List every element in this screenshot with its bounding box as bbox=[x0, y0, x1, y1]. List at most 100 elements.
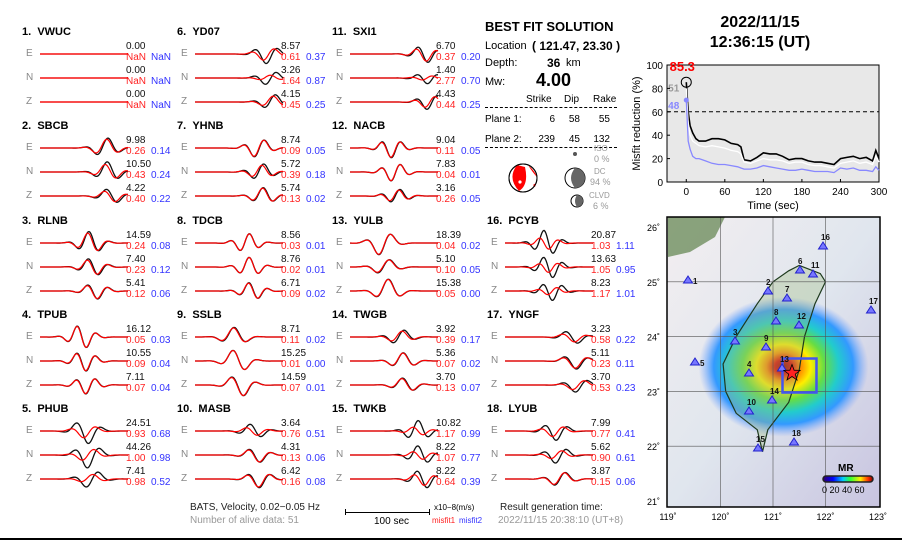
misfit2-value: 0.00 bbox=[461, 288, 481, 300]
blue-count-label: 48 bbox=[668, 101, 680, 112]
station-map-label: 4 bbox=[747, 360, 752, 369]
location-value: ( 121.47, 23.30 ) bbox=[532, 39, 621, 53]
station-title: 1. VWUC bbox=[22, 26, 71, 38]
misfit1-value: 0.12 bbox=[126, 288, 146, 300]
synthetic-waveform bbox=[349, 258, 438, 273]
plane1-label: Plane 1: bbox=[485, 114, 522, 125]
y-tick-label: 20 bbox=[652, 155, 664, 166]
y-axis-label: Misfit reduction (%) bbox=[631, 76, 643, 170]
component-label: Z bbox=[181, 190, 188, 202]
synthetic-waveform bbox=[350, 141, 438, 159]
misfit1-value: 0.15 bbox=[591, 477, 611, 489]
map-frame bbox=[666, 216, 881, 508]
max-marker bbox=[680, 76, 692, 88]
waveform-trace bbox=[505, 229, 593, 254]
iso-value: 0 % bbox=[594, 154, 610, 164]
station-triangle-icon bbox=[781, 293, 793, 302]
misfit1-value: 0.05 bbox=[126, 334, 146, 346]
station-title: 11. SXI1 bbox=[332, 26, 377, 38]
station-number: 5. bbox=[22, 403, 32, 416]
longitude-label: 119˚ bbox=[659, 512, 676, 522]
misfit1-value: 1.64 bbox=[281, 76, 301, 87]
waveform-trace bbox=[350, 74, 439, 85]
synthetic-waveform bbox=[350, 474, 439, 487]
mw-value: 4.00 bbox=[536, 70, 572, 90]
station-triangle-icon bbox=[760, 342, 772, 351]
station-triangle-icon bbox=[752, 443, 764, 452]
station-title: 17. YNGF bbox=[487, 309, 539, 321]
station-name: TDCB bbox=[192, 214, 223, 227]
peak-amplitude: 3.64 bbox=[281, 418, 301, 430]
observed-waveform bbox=[195, 474, 284, 489]
solution-title: BEST FIT SOLUTION bbox=[485, 19, 614, 34]
station-triangle-icon bbox=[762, 286, 774, 295]
station-map-label: 11 bbox=[811, 261, 820, 270]
waveform-trace bbox=[350, 95, 439, 111]
misfit1-value: 0.98 bbox=[126, 477, 146, 489]
station-triangle-icon bbox=[776, 363, 788, 372]
synthetic-waveform bbox=[40, 353, 128, 372]
misfit2-value: 0.41 bbox=[616, 429, 636, 441]
misfit1-value: 0.13 bbox=[281, 453, 301, 465]
peak-amplitude: 16.12 bbox=[126, 323, 152, 335]
dc-ball-icon bbox=[564, 167, 586, 189]
misfit1-value: 2.77 bbox=[436, 76, 456, 87]
misfit1-value: 0.09 bbox=[126, 358, 146, 370]
observed-waveform bbox=[350, 445, 438, 463]
dc-value: 94 % bbox=[590, 177, 611, 187]
station-name: LYUB bbox=[508, 403, 538, 416]
misfit1-value: 0.26 bbox=[126, 146, 146, 158]
station-number: 7. bbox=[177, 120, 187, 133]
clvd-value: 6 % bbox=[593, 201, 609, 211]
peak-amplitude: 9.98 bbox=[126, 135, 146, 147]
waveform-trace bbox=[195, 94, 284, 108]
synthetic-waveform bbox=[195, 74, 284, 81]
peak-amplitude: 5.74 bbox=[281, 183, 301, 195]
station-number: 3. bbox=[22, 214, 32, 227]
misfit2-value: 0.14 bbox=[151, 146, 171, 158]
misfit1-value: 0.40 bbox=[126, 194, 146, 206]
waveform-trace bbox=[350, 377, 439, 391]
peak-amplitude: 3.92 bbox=[436, 323, 456, 335]
y-tick-label: 100 bbox=[646, 61, 663, 72]
misfit1-value: 0.53 bbox=[591, 382, 611, 394]
station-name: VWUC bbox=[37, 26, 71, 38]
waveform-trace bbox=[505, 448, 593, 464]
synthetic-waveform bbox=[40, 284, 128, 299]
station-triangle-icon bbox=[794, 265, 806, 274]
component-label: E bbox=[491, 236, 498, 248]
peak-amplitude: 10.50 bbox=[126, 159, 152, 171]
depth-value: 36 bbox=[547, 56, 561, 70]
x-axis-label: Time (sec) bbox=[747, 200, 799, 212]
station-title: 2. SBCB bbox=[22, 120, 68, 132]
component-label: Z bbox=[26, 96, 33, 107]
component-label: E bbox=[336, 142, 343, 154]
misfit2-value: 0.06 bbox=[616, 477, 636, 489]
synthetic-waveform bbox=[350, 189, 438, 202]
component-label: Z bbox=[491, 284, 498, 296]
waveform-trace bbox=[195, 163, 284, 180]
component-label: E bbox=[181, 48, 188, 59]
component-label: Z bbox=[491, 473, 498, 485]
station-triangle-icon bbox=[807, 269, 819, 278]
station-name: SSLB bbox=[192, 308, 222, 321]
misfit1-value: 0.39 bbox=[436, 334, 456, 346]
synthetic-waveform bbox=[350, 164, 438, 182]
station-name: YULB bbox=[353, 214, 384, 227]
synthetic-waveform bbox=[195, 232, 283, 251]
component-label: N bbox=[181, 260, 189, 272]
synthetic-waveform bbox=[349, 233, 438, 255]
scale-bar-tick-left bbox=[345, 509, 346, 515]
station-map-label: 18 bbox=[792, 429, 801, 438]
plane2-rake: 132 bbox=[593, 134, 610, 145]
peak-amplitude: 20.87 bbox=[591, 229, 617, 241]
alive-data-count: Number of alive data: 51 bbox=[190, 515, 299, 526]
station-number: 10. bbox=[177, 403, 193, 416]
component-label: E bbox=[491, 330, 498, 342]
station-name: MASB bbox=[198, 403, 231, 416]
waveform-trace bbox=[40, 378, 128, 395]
component-label: N bbox=[181, 354, 189, 366]
station-triangle-icon bbox=[793, 320, 805, 329]
station-title: 7. YHNB bbox=[177, 120, 223, 132]
misfit1-value: 0.11 bbox=[281, 334, 300, 346]
